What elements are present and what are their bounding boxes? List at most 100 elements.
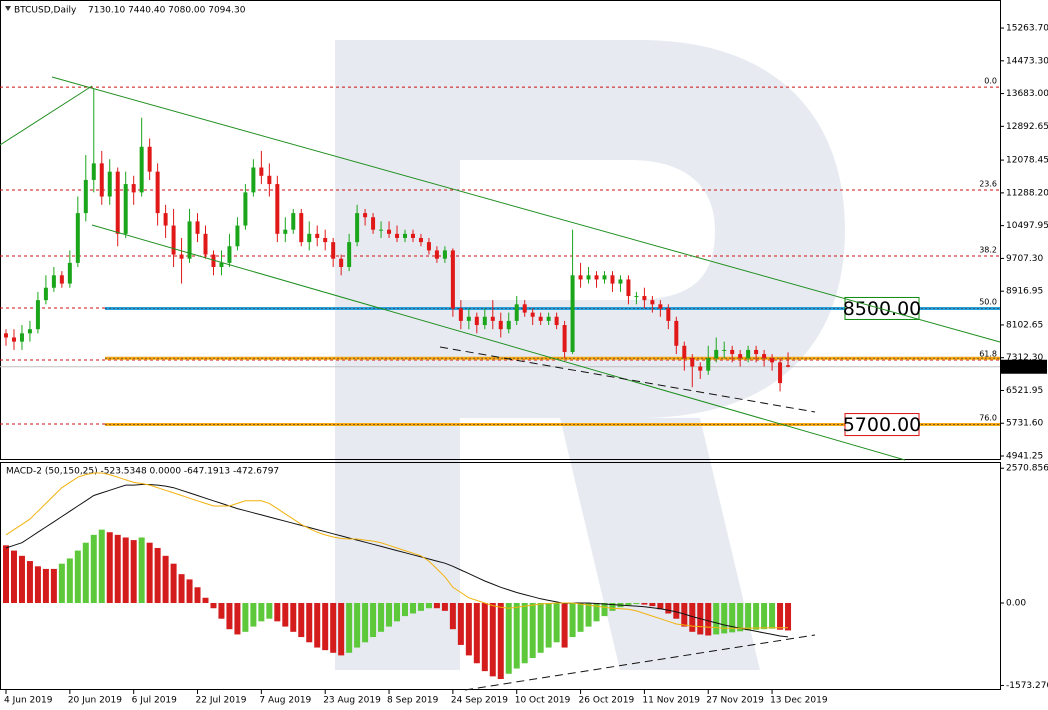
histogram-bar <box>785 602 792 631</box>
candle-body <box>426 242 431 251</box>
candle-body <box>27 329 32 334</box>
histogram-bar <box>529 602 536 659</box>
histogram-bar <box>577 602 584 632</box>
chart-title: BTCUSD,Daily <box>14 6 77 16</box>
histogram-bar <box>330 602 337 653</box>
candle-body <box>275 184 280 234</box>
histogram-bar <box>489 602 496 677</box>
histogram-bar <box>106 532 113 603</box>
menu-icon <box>5 6 11 11</box>
histogram-bar <box>553 602 560 643</box>
x-tick-label: 27 Nov 2019 <box>706 696 764 706</box>
candle-body <box>522 304 527 313</box>
histogram-bar <box>10 550 17 603</box>
ohlc-label: 7130.10 7440.40 7080.00 7094.30 <box>88 6 246 16</box>
candle-body <box>51 275 56 288</box>
histogram-bar <box>226 602 233 630</box>
x-tick-label: 13 Dec 2019 <box>770 696 828 706</box>
histogram-bar <box>90 534 97 603</box>
level-label: 5700.00 <box>843 414 922 436</box>
candle-body <box>139 146 144 193</box>
candle-body <box>466 316 471 321</box>
channel-upper <box>51 76 1001 343</box>
y-tick-label: 12892.65 <box>1006 122 1048 132</box>
histogram-bar <box>162 555 169 603</box>
candle-body <box>243 192 248 226</box>
candle-body <box>410 233 415 238</box>
x-tick-label: 11 Nov 2019 <box>642 696 700 706</box>
trend-line <box>0 85 93 146</box>
x-tick-label: 10 Oct 2019 <box>515 696 571 706</box>
candle-body <box>450 250 455 309</box>
candle-body <box>115 171 120 234</box>
candle-body <box>75 213 80 263</box>
histogram-bar <box>402 602 408 617</box>
histogram-bar <box>186 579 193 603</box>
candle-body <box>363 213 368 218</box>
y-tick-label: 5731.60 <box>1006 419 1043 429</box>
candle-body <box>67 262 72 284</box>
candle-body <box>35 300 40 330</box>
candle-body <box>634 296 639 298</box>
histogram-bar <box>362 602 369 643</box>
candle-body <box>594 275 599 280</box>
candle-body <box>714 349 719 359</box>
candle-body <box>618 279 623 284</box>
candle-body <box>770 358 775 363</box>
histogram-bar <box>298 602 305 638</box>
candle-body <box>658 304 663 309</box>
histogram-bar <box>130 540 137 603</box>
candle-body <box>490 316 495 321</box>
candle-body <box>203 233 208 255</box>
histogram-bar <box>138 537 145 603</box>
candle-body <box>530 312 535 317</box>
candle-body <box>171 225 176 255</box>
histogram-bar <box>42 568 49 603</box>
histogram-bar <box>777 602 784 630</box>
histogram-bar <box>34 566 41 603</box>
x-tick-label: 8 Sep 2019 <box>387 696 439 706</box>
histogram-bar <box>561 602 568 648</box>
histogram-bar <box>114 534 121 603</box>
candle-body <box>610 275 615 284</box>
histogram-bar <box>306 602 313 643</box>
candle-body <box>251 167 256 193</box>
histogram-bar <box>18 555 25 603</box>
histogram-bar <box>769 602 776 629</box>
candle-body <box>674 320 679 346</box>
candle-body <box>538 316 543 321</box>
candle-body <box>43 287 48 301</box>
histogram-bar <box>593 602 600 622</box>
candle-body <box>339 258 344 268</box>
histogram-bar <box>633 602 640 605</box>
histogram-bar <box>425 602 432 609</box>
candle-body <box>147 146 152 172</box>
histogram-bar <box>234 602 241 635</box>
candle-body <box>762 354 767 359</box>
histogram-bar <box>322 602 329 651</box>
histogram-bar <box>609 602 616 611</box>
candle-body <box>418 237 423 243</box>
candle-body <box>323 237 328 243</box>
candle-body <box>267 175 272 185</box>
candle-body <box>690 358 695 367</box>
histogram-bar <box>66 558 73 603</box>
histogram-bar <box>689 602 696 632</box>
fib-label: 38.2 <box>979 246 997 255</box>
histogram-bar <box>394 602 401 622</box>
histogram-bar <box>569 602 576 638</box>
candle-body <box>570 275 575 352</box>
histogram-bar <box>681 602 688 627</box>
candle-body <box>666 308 671 321</box>
candle-body <box>778 362 783 384</box>
histogram-bar <box>314 602 321 648</box>
candle-body <box>730 349 735 355</box>
candle-body <box>562 325 567 352</box>
candle-body <box>482 316 487 326</box>
candle-body <box>506 320 511 330</box>
y-tick-label: 0.00 <box>1006 598 1026 608</box>
candle-body <box>650 300 655 305</box>
candle-body <box>259 167 264 176</box>
candle-body <box>458 308 463 321</box>
